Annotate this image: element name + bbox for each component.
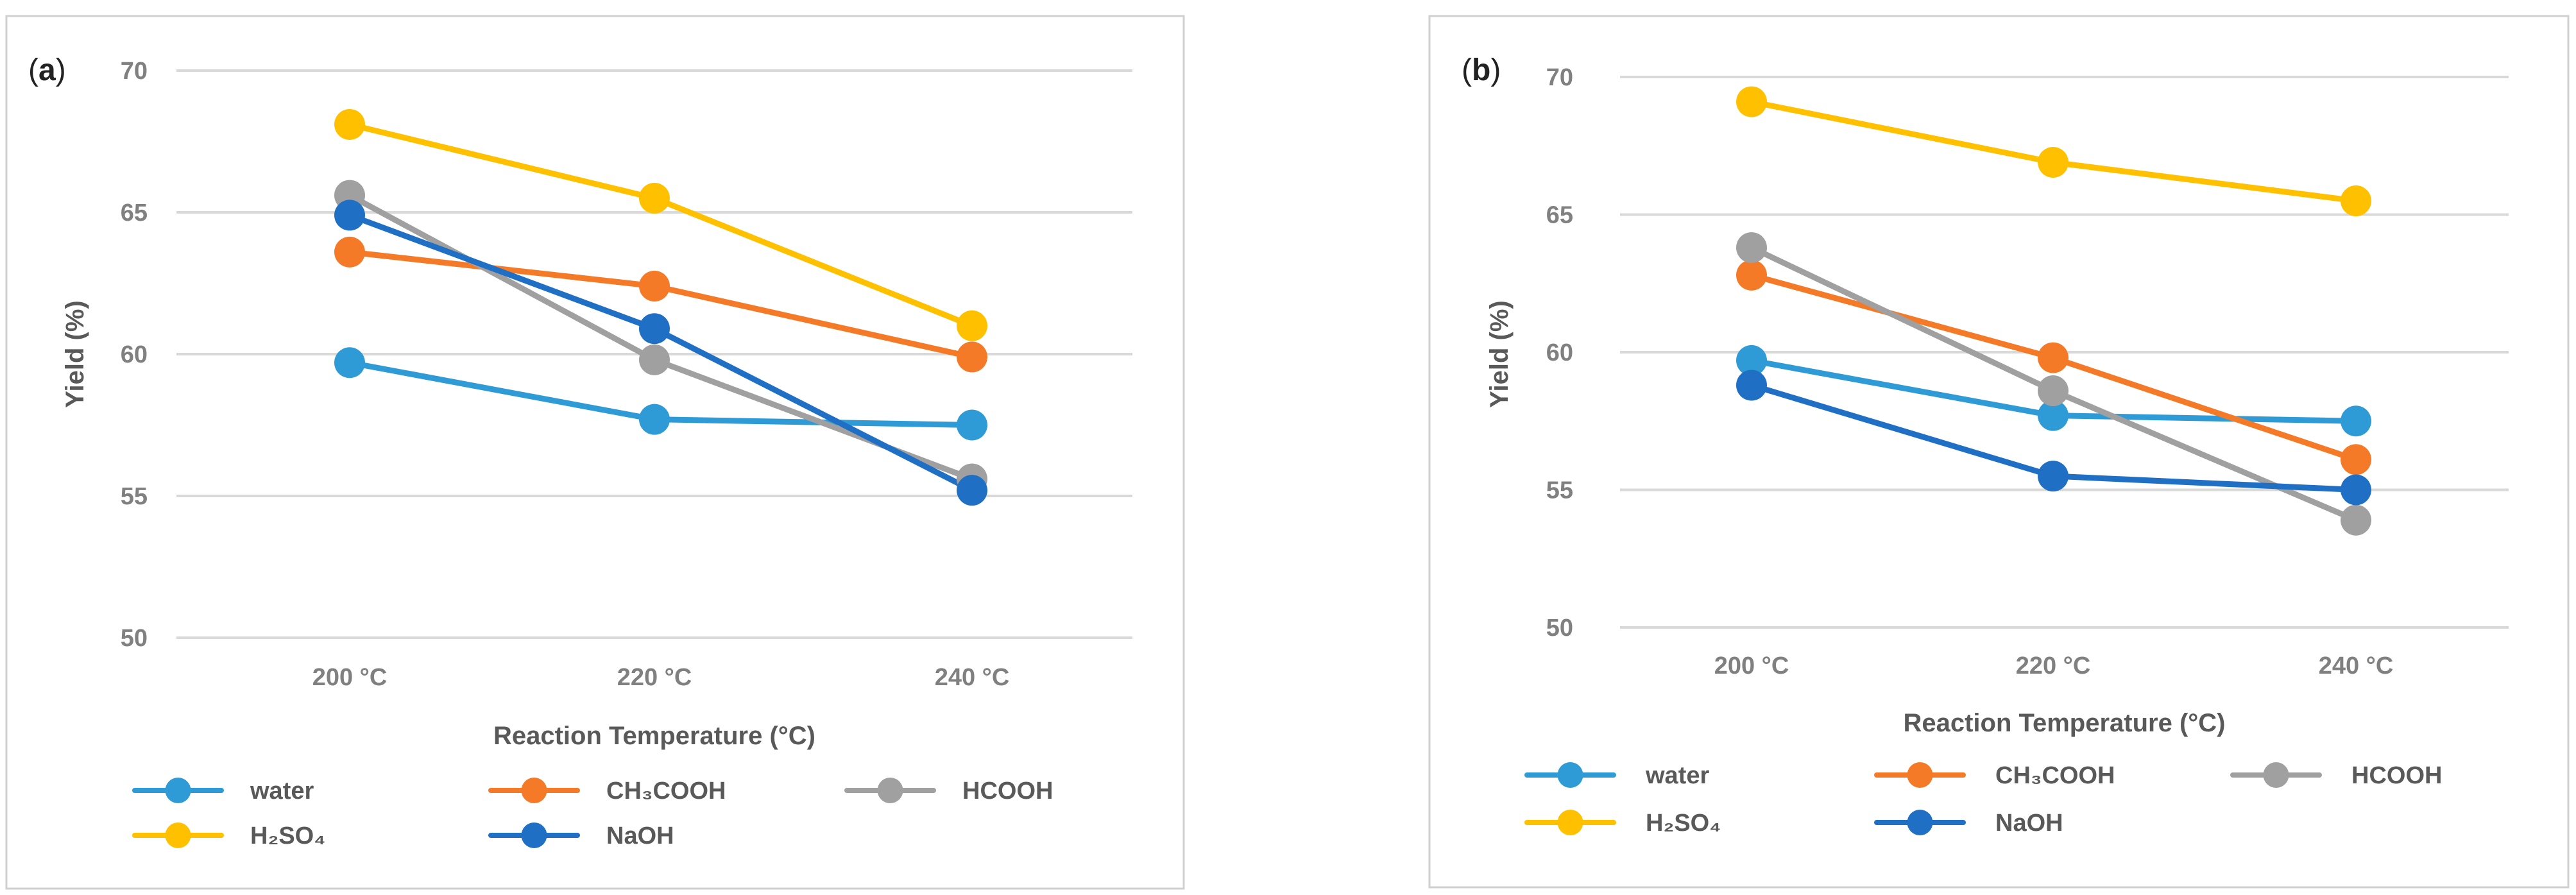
legend-item-water[interactable]: water <box>132 778 314 805</box>
y-tick-label: 55 <box>1546 477 1573 504</box>
chart-frame <box>1428 15 2570 889</box>
legend-marker <box>1557 810 1583 835</box>
y-tick-label: 65 <box>1546 202 1573 229</box>
legend-marker <box>165 823 191 848</box>
legend-label: HCOOH <box>962 778 1053 805</box>
legend-marker <box>877 778 903 803</box>
y-tick-label: 60 <box>1546 339 1573 366</box>
data-point-NaOH <box>334 200 365 231</box>
x-tick-label: 220 °C <box>617 664 692 691</box>
data-point-H2SO4 <box>957 310 987 341</box>
legend-item-HCOOH[interactable]: HCOOH <box>844 778 1053 805</box>
legend-marker <box>521 823 547 848</box>
chart-panel-a: (a) 50 55 60 65 70 Yield (%) 200 °C 220 °C 240 °C… <box>5 15 1185 890</box>
y-tick-label: 65 <box>121 200 148 226</box>
data-point-CH3COOH <box>334 236 365 268</box>
chart-frame <box>5 15 1185 890</box>
y-tick-label: 50 <box>121 625 148 652</box>
data-point-H2SO4 <box>2341 185 2371 217</box>
data-point-water <box>639 404 670 435</box>
data-point-H2SO4 <box>334 108 365 140</box>
x-tick-label: 200 °C <box>312 664 388 691</box>
legend-marker <box>1907 762 1933 788</box>
y-tick-label: 60 <box>121 341 148 368</box>
legend-marker <box>1907 810 1933 835</box>
data-point-water <box>957 409 987 441</box>
data-point-water <box>2038 400 2068 431</box>
panel-label: (a) <box>28 53 66 87</box>
data-point-water <box>2341 405 2371 437</box>
y-tick-label: 70 <box>121 58 148 85</box>
x-tick-label: 220 °C <box>2016 652 2091 679</box>
legend-marker <box>521 778 547 803</box>
data-point-CH3COOH <box>639 270 670 302</box>
legend-marker <box>2263 762 2289 788</box>
legend-item-HCOOH[interactable]: HCOOH <box>2230 762 2442 789</box>
data-point-NaOH <box>2038 461 2068 492</box>
legend-item-water[interactable]: water <box>1524 762 1709 789</box>
data-point-H2SO4 <box>1736 86 1767 117</box>
data-point-CH3COOH <box>957 341 987 373</box>
data-point-CH3COOH <box>1736 259 1767 291</box>
legend-item-CH3COOH[interactable]: CH₃COOH <box>488 778 726 805</box>
legend-item-H2SO4[interactable]: H₂SO₄ <box>132 823 325 849</box>
y-axis-title: Yield (%) <box>1485 300 1514 407</box>
legend-label: NaOH <box>606 823 674 849</box>
legend-item-CH3COOH[interactable]: CH₃COOH <box>1874 762 2115 789</box>
chart-panel-b: (b) 50 55 60 65 70 Yield (%) 200 °C 220 °C 240 °C… <box>1428 15 2570 889</box>
x-tick-label: 240 °C <box>935 664 1010 691</box>
legend-label: water <box>250 778 314 805</box>
legend-item-H2SO4[interactable]: H₂SO₄ <box>1524 810 1721 837</box>
legend-label: NaOH <box>1995 810 2063 837</box>
y-tick-label: 50 <box>1546 615 1573 642</box>
y-tick-label: 55 <box>121 483 148 510</box>
legend-label: H₂SO₄ <box>1646 810 1721 837</box>
data-point-water <box>334 347 365 379</box>
data-point-HCOOH <box>2341 504 2371 536</box>
legend-item-NaOH[interactable]: NaOH <box>1874 810 2063 837</box>
data-point-HCOOH <box>1736 232 1767 263</box>
legend-marker <box>165 778 191 803</box>
legend-item-NaOH[interactable]: NaOH <box>488 823 674 849</box>
panel-label: (b) <box>1462 53 1501 87</box>
data-point-NaOH <box>2341 474 2371 506</box>
legend-label: CH₃COOH <box>1995 762 2115 789</box>
data-point-CH3COOH <box>2038 342 2068 373</box>
data-point-H2SO4 <box>639 182 670 214</box>
data-point-HCOOH <box>2038 375 2068 407</box>
data-point-HCOOH <box>639 344 670 375</box>
data-point-water <box>1736 345 1767 376</box>
data-point-CH3COOH <box>2341 444 2371 475</box>
data-point-NaOH <box>1736 370 1767 401</box>
legend-label: water <box>1645 762 1709 789</box>
x-axis-title: Reaction Temperature (°C) <box>1903 709 2225 737</box>
x-axis-title: Reaction Temperature (°C) <box>493 722 815 750</box>
data-point-NaOH <box>957 475 987 506</box>
data-point-NaOH <box>639 313 670 345</box>
x-tick-label: 200 °C <box>1714 652 1789 679</box>
data-point-H2SO4 <box>2038 146 2068 178</box>
legend-label: CH₃COOH <box>606 778 726 805</box>
x-tick-label: 240 °C <box>2319 652 2394 679</box>
y-axis-title: Yield (%) <box>61 300 89 407</box>
legend-label: H₂SO₄ <box>250 823 325 849</box>
legend-marker <box>1557 762 1583 788</box>
y-tick-label: 70 <box>1546 64 1573 91</box>
legend-label: HCOOH <box>2351 762 2442 789</box>
